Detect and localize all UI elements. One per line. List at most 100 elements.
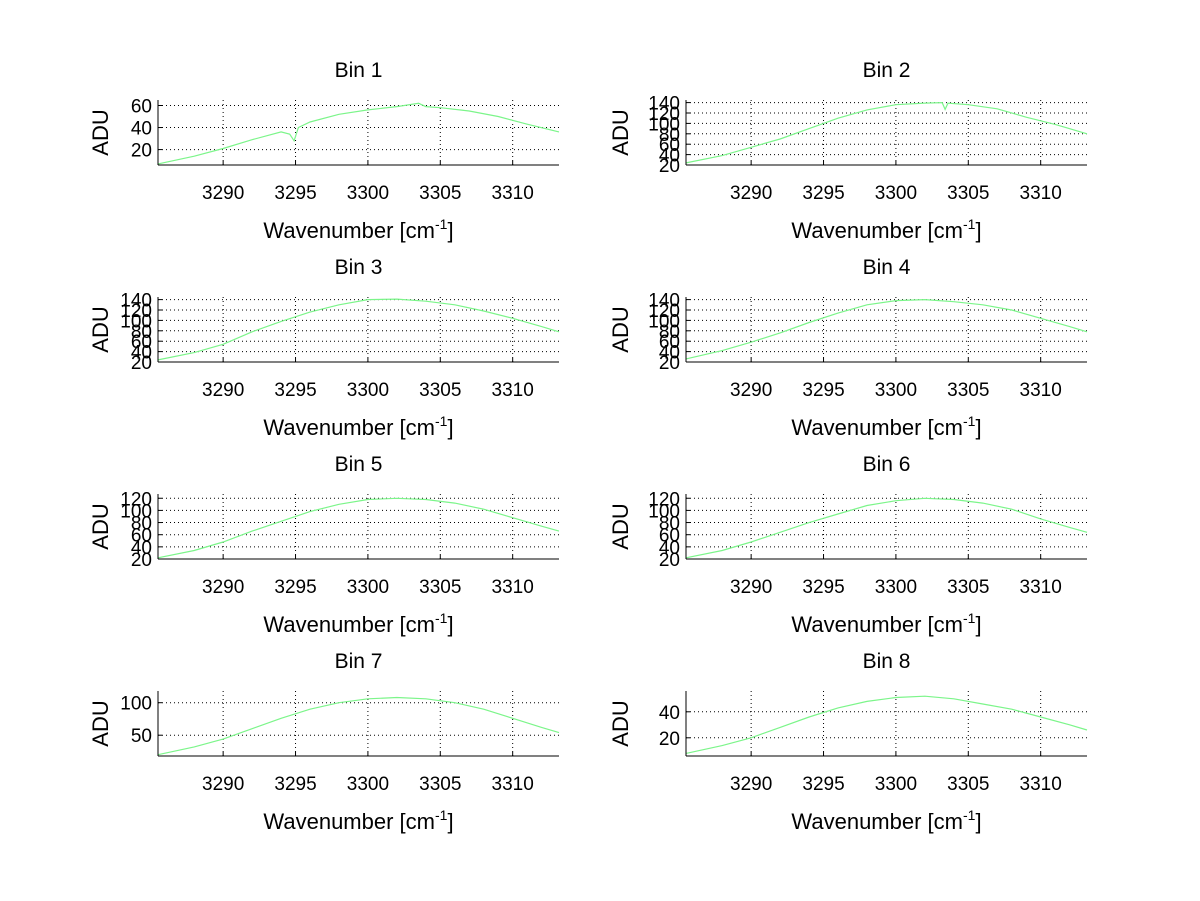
x-tick-label: 3295 (274, 183, 316, 204)
x-tick-label: 3310 (492, 380, 534, 401)
x-axis-label-superscript: -1 (963, 610, 976, 626)
plot-area (158, 494, 559, 559)
y-tick-label: 120 (120, 489, 152, 510)
y-tick-label: 40 (659, 146, 680, 167)
x-axis-label-superscript: -1 (435, 413, 448, 429)
x-tick-label: 3310 (1020, 577, 1062, 598)
plot-area (686, 494, 1087, 559)
x-tick-label: 3295 (274, 380, 316, 401)
y-tick-label: 120 (120, 301, 152, 322)
x-axis-label-main: Wavenumber [cm (263, 612, 435, 637)
x-axis-label: Wavenumber [cm-1] (791, 413, 981, 440)
y-tick-label: 20 (131, 550, 152, 571)
x-axis-label-superscript: -1 (435, 610, 448, 626)
panel-title: Bin 6 (863, 453, 911, 476)
data-line-bin-8 (685, 695, 1088, 754)
y-tick-label: 40 (131, 119, 152, 140)
x-tick-label: 3300 (875, 577, 917, 598)
x-tick-label: 3310 (1020, 774, 1062, 795)
y-tick-label: 140 (648, 291, 680, 312)
x-axis-label-main: Wavenumber [cm (791, 809, 963, 834)
panel-title: Bin 3 (335, 256, 383, 279)
plot-area (158, 100, 559, 165)
y-tick-label: 60 (659, 526, 680, 547)
data-line-bin-7 (157, 696, 560, 756)
x-tick-label: 3310 (492, 774, 534, 795)
x-axis-label-main: Wavenumber [cm (263, 415, 435, 440)
y-axis-label: ADU (88, 306, 113, 352)
panel-title: Bin 7 (335, 650, 383, 673)
y-tick-label: 20 (659, 353, 680, 374)
x-tick-label: 3290 (202, 577, 244, 598)
y-tick-label: 20 (131, 353, 152, 374)
y-tick-label: 80 (659, 125, 680, 146)
x-tick-label: 3290 (202, 183, 244, 204)
x-axis-label-suffix: ] (975, 218, 981, 243)
x-tick-label: 3305 (419, 774, 461, 795)
y-axis-label: ADU (88, 503, 113, 549)
x-tick-label: 3290 (730, 183, 772, 204)
x-axis-label: Wavenumber [cm-1] (791, 807, 981, 834)
x-axis-label-suffix: ] (975, 612, 981, 637)
plot-area (158, 691, 559, 756)
y-tick-label: 20 (659, 156, 680, 177)
x-axis-label-superscript: -1 (435, 216, 448, 232)
y-tick-label: 60 (131, 332, 152, 353)
x-tick-label: 3305 (419, 577, 461, 598)
y-tick-label: 120 (648, 104, 680, 125)
x-tick-label: 3305 (947, 380, 989, 401)
x-tick-label: 3310 (1020, 183, 1062, 204)
panel-title: Bin 1 (335, 59, 383, 82)
y-tick-label: 80 (659, 514, 680, 535)
y-tick-label: 100 (648, 114, 680, 135)
x-tick-label: 3305 (947, 183, 989, 204)
x-tick-label: 3305 (947, 577, 989, 598)
x-axis-label: Wavenumber [cm-1] (263, 610, 453, 637)
x-axis-label: Wavenumber [cm-1] (263, 807, 453, 834)
x-tick-label: 3300 (347, 380, 389, 401)
y-tick-label: 80 (131, 322, 152, 343)
y-tick-label: 40 (131, 343, 152, 364)
y-axis-label: ADU (608, 306, 633, 352)
x-tick-label: 3295 (274, 774, 316, 795)
plot-area (686, 691, 1087, 756)
x-tick-label: 3290 (730, 774, 772, 795)
x-tick-label: 3295 (274, 577, 316, 598)
x-axis-label-suffix: ] (447, 218, 453, 243)
x-tick-label: 3290 (730, 380, 772, 401)
x-axis-label-suffix: ] (447, 612, 453, 637)
x-tick-label: 3290 (730, 577, 772, 598)
x-tick-label: 3295 (802, 380, 844, 401)
y-tick-label: 100 (648, 501, 680, 522)
y-tick-label: 140 (648, 94, 680, 115)
y-tick-label: 60 (131, 526, 152, 547)
y-tick-label: 100 (120, 501, 152, 522)
x-tick-label: 3295 (802, 183, 844, 204)
x-tick-label: 3295 (802, 577, 844, 598)
y-tick-label: 20 (131, 141, 152, 162)
x-tick-label: 3300 (875, 183, 917, 204)
x-axis-label-main: Wavenumber [cm (791, 415, 963, 440)
x-tick-label: 3290 (202, 774, 244, 795)
y-tick-label: 120 (648, 489, 680, 510)
data-line-bin-5 (157, 497, 560, 559)
y-tick-label: 40 (659, 703, 680, 724)
data-line-bin-2 (685, 101, 1088, 164)
panel-bin-8: 3290 3295 3300 3305 3310 20 40 Bin 8 Wavenumber … (608, 650, 1088, 834)
y-tick-label: 40 (659, 343, 680, 364)
x-tick-label: 3300 (347, 183, 389, 204)
x-axis-label-suffix: ] (975, 415, 981, 440)
x-tick-label: 3305 (419, 183, 461, 204)
y-tick-label: 20 (659, 550, 680, 571)
data-line-bin-1 (157, 102, 560, 165)
panel-title: Bin 2 (863, 59, 911, 82)
y-tick-label: 120 (648, 301, 680, 322)
x-axis-label-superscript: -1 (963, 807, 976, 823)
data-line-bin-6 (685, 497, 1088, 559)
x-axis-label-superscript: -1 (963, 216, 976, 232)
panel-title: Bin 5 (335, 453, 383, 476)
